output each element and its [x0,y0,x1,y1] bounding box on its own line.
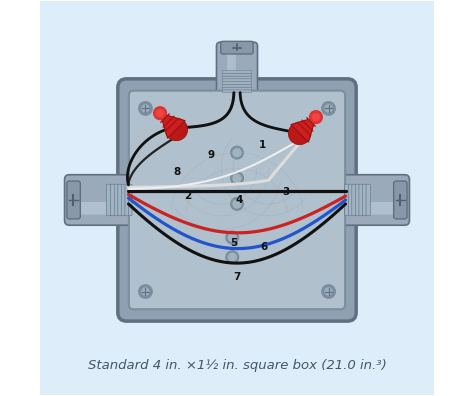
FancyBboxPatch shape [227,53,236,91]
FancyBboxPatch shape [120,184,125,216]
FancyBboxPatch shape [222,76,252,79]
Text: 4: 4 [235,195,243,205]
Circle shape [156,110,164,117]
Circle shape [231,172,243,185]
FancyBboxPatch shape [124,184,128,216]
FancyBboxPatch shape [110,184,114,216]
Circle shape [233,200,241,208]
FancyBboxPatch shape [345,184,349,216]
FancyBboxPatch shape [394,181,407,219]
Circle shape [325,105,332,112]
FancyBboxPatch shape [222,82,252,84]
Circle shape [231,146,243,159]
Text: 7: 7 [233,272,241,282]
FancyBboxPatch shape [113,184,118,216]
Circle shape [228,253,236,261]
FancyBboxPatch shape [350,202,404,215]
FancyBboxPatch shape [67,181,80,219]
FancyBboxPatch shape [222,87,252,90]
FancyBboxPatch shape [129,91,345,309]
FancyBboxPatch shape [34,0,440,396]
Text: 8: 8 [173,168,181,177]
Text: 1: 1 [259,140,266,150]
Circle shape [142,288,149,295]
Text: 3: 3 [283,187,290,197]
FancyBboxPatch shape [366,184,370,216]
FancyBboxPatch shape [222,79,252,82]
FancyBboxPatch shape [106,184,111,216]
Circle shape [322,102,335,115]
FancyBboxPatch shape [118,79,356,321]
Text: Standard 4 in. ×1½ in. square box (21.0 in.³): Standard 4 in. ×1½ in. square box (21.0 … [88,359,386,372]
Text: 9: 9 [208,150,215,160]
FancyBboxPatch shape [352,184,356,216]
Circle shape [325,288,332,295]
Text: 2: 2 [184,191,191,201]
FancyBboxPatch shape [128,184,132,216]
FancyBboxPatch shape [222,84,252,87]
FancyBboxPatch shape [348,184,353,216]
Circle shape [226,231,238,244]
FancyBboxPatch shape [222,90,252,93]
FancyBboxPatch shape [64,175,141,225]
Polygon shape [160,113,185,138]
FancyBboxPatch shape [359,184,363,216]
Circle shape [231,198,243,210]
Circle shape [226,251,238,263]
FancyBboxPatch shape [70,202,124,215]
Circle shape [322,285,335,298]
FancyBboxPatch shape [221,41,253,54]
Circle shape [310,111,322,124]
Circle shape [139,285,152,298]
FancyBboxPatch shape [333,175,410,225]
FancyBboxPatch shape [222,70,252,73]
Polygon shape [291,117,316,142]
FancyBboxPatch shape [117,184,121,216]
Circle shape [165,118,188,141]
Circle shape [228,234,236,242]
FancyBboxPatch shape [363,184,367,216]
Circle shape [142,105,149,112]
FancyBboxPatch shape [222,73,252,76]
Circle shape [312,114,319,121]
Text: 6: 6 [260,242,267,252]
Text: 5: 5 [231,238,238,248]
FancyBboxPatch shape [356,184,360,216]
Circle shape [154,107,166,120]
Circle shape [139,102,152,115]
Circle shape [288,122,311,145]
FancyBboxPatch shape [217,42,257,99]
Circle shape [233,148,241,156]
Circle shape [233,174,241,182]
